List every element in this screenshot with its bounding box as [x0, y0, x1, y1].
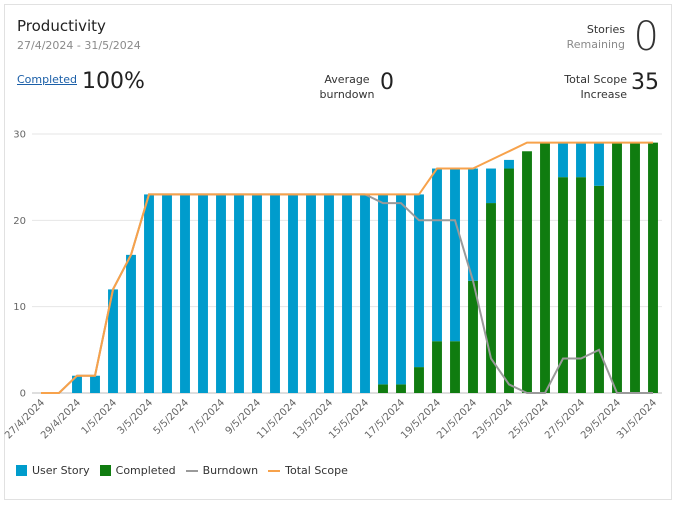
completed-bar-16/5/2024: [378, 384, 388, 393]
user-story-bar-15/5/2024: [360, 194, 370, 393]
completed-bar-30/5/2024: [630, 142, 640, 393]
total-scope-label: Total Scope: [564, 73, 627, 86]
completed-bar-21/5/2024: [468, 280, 478, 393]
completed-bar-29/5/2024: [612, 142, 622, 393]
user-story-bar-29/4/2024: [72, 375, 82, 393]
y-tick-label-10: 10: [13, 302, 26, 313]
total-scope-swatch: [268, 469, 281, 472]
user-story-bar-16/5/2024: [378, 194, 388, 385]
user-story-bar-4/5/2024: [162, 194, 172, 393]
y-tick-label-0: 0: [20, 389, 26, 400]
completed-value: 100%: [82, 69, 145, 94]
legend-label-completed: Completed: [115, 464, 176, 477]
x-tick-label-3/5/2024: 3/5/2024: [116, 397, 156, 437]
completed-bar-23/5/2024: [504, 168, 514, 393]
user-story-bar-7/5/2024: [216, 194, 226, 393]
user-story-bar-20/5/2024: [450, 168, 460, 342]
bar-layer: [72, 142, 658, 393]
completed-swatch: [99, 465, 111, 476]
completed-bar-24/5/2024: [522, 151, 532, 393]
legend-item-completed[interactable]: Completed: [99, 464, 176, 477]
completed-bar-19/5/2024: [432, 341, 442, 393]
productivity-chart: 010203027/4/202429/4/20241/5/20243/5/202…: [3, 130, 662, 441]
user-story-bar-28/5/2024: [594, 142, 604, 186]
user-story-bar-12/5/2024: [306, 194, 316, 393]
completed-bar-28/5/2024: [594, 185, 604, 393]
legend: User Story Completed Burndown Total Scop…: [16, 464, 358, 477]
user-story-bar-23/5/2024: [504, 159, 514, 169]
total-scope-increase-value: 35: [631, 70, 659, 95]
user-story-bar-17/5/2024: [396, 194, 406, 385]
user-story-bar-6/5/2024: [198, 194, 208, 393]
line-layer: [41, 141, 653, 394]
completed-bar-22/5/2024: [486, 203, 496, 393]
completed-link[interactable]: Completed: [17, 73, 77, 86]
completed-bar-25/5/2024: [540, 142, 550, 393]
stories-remaining-label: Stories Remaining: [567, 22, 625, 52]
average-burndown-label: Average burndown: [317, 72, 377, 102]
increase-label: Increase: [580, 88, 627, 101]
average-burndown-value: 0: [380, 70, 394, 95]
user-story-bar-26/5/2024: [558, 142, 568, 178]
x-tick-label-5/5/2024: 5/5/2024: [152, 397, 192, 437]
user-story-bar-14/5/2024: [342, 194, 352, 393]
user-story-bar-22/5/2024: [486, 168, 496, 204]
stories-remaining-value: 0: [633, 14, 659, 60]
stories-label: Stories: [586, 23, 625, 36]
completed-bar-27/5/2024: [576, 177, 586, 393]
remaining-label: Remaining: [566, 38, 625, 51]
user-story-bar-10/5/2024: [270, 194, 280, 393]
legend-label-burndown: Burndown: [202, 464, 259, 477]
legend-label-user-story: User Story: [32, 464, 90, 477]
user-story-bar-1/5/2024: [108, 289, 118, 393]
burndown-swatch: [185, 469, 198, 472]
x-tick-label-7/5/2024: 7/5/2024: [188, 397, 228, 437]
legend-label-total-scope: Total Scope: [285, 464, 348, 477]
user-story-bar-3/5/2024: [144, 194, 154, 393]
user-story-bar-2/5/2024: [126, 254, 136, 393]
user-story-bar-18/5/2024: [414, 194, 424, 368]
user-story-bar-27/5/2024: [576, 142, 586, 178]
completed-bar-20/5/2024: [450, 341, 460, 393]
user-story-bar-11/5/2024: [288, 194, 298, 393]
chart-title: Productivity: [17, 17, 106, 35]
user-story-bar-8/5/2024: [234, 194, 244, 393]
date-range: 27/4/2024 - 31/5/2024: [17, 39, 141, 52]
user-story-bar-19/5/2024: [432, 168, 442, 342]
completed-bar-31/5/2024: [648, 142, 658, 393]
legend-item-total-scope[interactable]: Total Scope: [268, 464, 348, 477]
legend-item-burndown[interactable]: Burndown: [185, 464, 259, 477]
completed-bar-18/5/2024: [414, 367, 424, 393]
user-story-bar-5/5/2024: [180, 194, 190, 393]
legend-item-user-story[interactable]: User Story: [16, 464, 90, 477]
y-tick-label-20: 20: [13, 216, 26, 227]
user-story-bar-30/4/2024: [90, 375, 100, 393]
user-story-bar-21/5/2024: [468, 168, 478, 281]
user-story-bar-9/5/2024: [252, 194, 262, 393]
burndown-label: burndown: [319, 88, 375, 101]
y-tick-label-30: 30: [13, 130, 26, 141]
completed-bar-26/5/2024: [558, 177, 568, 393]
user-story-bar-13/5/2024: [324, 194, 334, 393]
x-tick-label-1/5/2024: 1/5/2024: [80, 397, 120, 437]
user-story-swatch: [16, 465, 27, 476]
average-label: Average: [324, 73, 370, 86]
total-scope-increase-label: Total Scope Increase: [564, 72, 627, 102]
total-scope-line: [41, 141, 653, 394]
completed-bar-17/5/2024: [396, 384, 406, 393]
